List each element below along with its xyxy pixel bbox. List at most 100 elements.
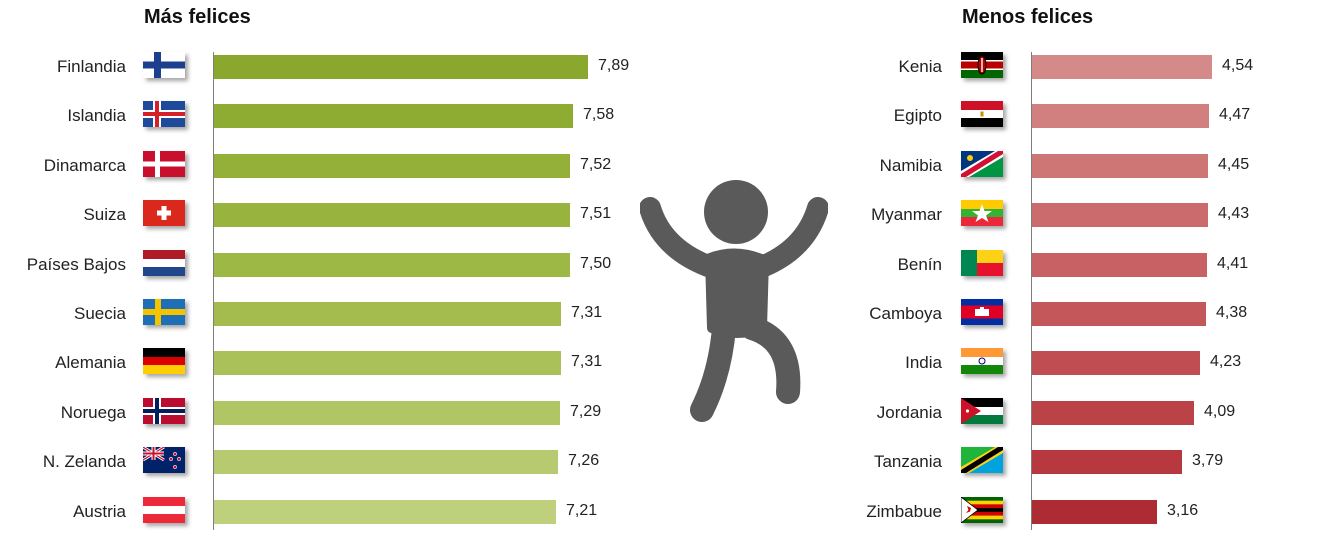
bar-camboya xyxy=(1032,302,1206,326)
flag-kenya-icon xyxy=(961,52,1003,78)
category-label-myanmar: Myanmar xyxy=(871,205,942,225)
value-label-alemania: 7,31 xyxy=(571,353,603,371)
bar-row-zimbabue: Zimbabue 3,16 xyxy=(0,492,1336,532)
bar-row-islandia: Islandia 7,58 xyxy=(0,96,1336,136)
bar-row-alemania: Alemania 7,31 xyxy=(0,343,1336,383)
most-happy-axis xyxy=(213,52,214,530)
bar-row-benin: Benín 4,41 xyxy=(0,245,1336,285)
value-label-india: 4,23 xyxy=(1210,353,1242,371)
bar-tanzania xyxy=(1032,450,1182,475)
flag-norway-icon xyxy=(143,397,185,424)
bar-row-jordania: Jordania 4,09 xyxy=(0,393,1336,433)
least-happy-axis xyxy=(1031,52,1032,530)
category-label-austria: Austria xyxy=(73,501,126,521)
bar-india xyxy=(1032,351,1200,376)
bar-kenia xyxy=(1032,55,1212,79)
value-label-zimbabue: 3,16 xyxy=(1167,501,1199,519)
flag-finland-icon xyxy=(143,52,185,78)
category-label-alemania: Alemania xyxy=(55,353,126,373)
value-label-suiza: 7,51 xyxy=(580,205,612,223)
bar-finlandia xyxy=(214,55,588,79)
bar-paises-bajos xyxy=(214,252,570,277)
flag-jordan-icon xyxy=(961,397,1003,424)
happy-person-icon xyxy=(640,180,828,422)
category-label-suecia: Suecia xyxy=(74,304,126,323)
flag-denmark-icon xyxy=(143,150,185,177)
bar-islandia xyxy=(214,104,573,129)
value-label-myanmar: 4,43 xyxy=(1218,205,1250,223)
category-label-camboya: Camboya xyxy=(869,304,942,323)
flag-namibia-icon xyxy=(961,150,1003,177)
bar-row-paises-bajos: Países Bajos 7,50 xyxy=(0,245,1336,285)
flag-myanmar-icon xyxy=(961,200,1003,227)
bar-benin xyxy=(1032,252,1207,277)
bar-row-egipto: Egipto 4,47 xyxy=(0,96,1336,136)
category-label-n-zelanda: N. Zelanda xyxy=(42,452,126,472)
category-label-dinamarca: Dinamarca xyxy=(43,155,126,175)
bar-jordania xyxy=(1032,400,1194,425)
flag-tanzania-icon xyxy=(961,447,1003,474)
value-label-kenia: 4,54 xyxy=(1222,57,1254,74)
category-label-kenia: Kenia xyxy=(898,57,942,76)
category-label-india: India xyxy=(905,353,942,373)
value-label-namibia: 4,45 xyxy=(1218,155,1250,173)
flag-iceland-icon xyxy=(143,101,185,128)
value-label-jordania: 4,09 xyxy=(1204,402,1236,420)
category-label-tanzania: Tanzania xyxy=(873,452,942,472)
category-label-finlandia: Finlandia xyxy=(57,57,126,76)
category-label-suiza: Suiza xyxy=(83,205,126,225)
bar-egipto xyxy=(1032,104,1209,129)
bar-noruega xyxy=(214,400,560,425)
panel-title-least-happy: Menos felices xyxy=(962,6,1094,28)
value-label-egipto: 4,47 xyxy=(1219,106,1251,124)
value-label-finlandia: 7,89 xyxy=(598,57,630,74)
bar-dinamarca xyxy=(214,153,570,178)
value-label-suecia: 7,31 xyxy=(571,304,603,321)
value-label-benin: 4,41 xyxy=(1217,254,1249,272)
category-label-namibia: Namibia xyxy=(879,155,942,175)
bar-row-suecia: Suecia 7,31 xyxy=(0,294,1336,334)
value-label-paises-bajos: 7,50 xyxy=(580,254,612,272)
bar-zimbabue xyxy=(1032,499,1157,524)
flag-india-icon xyxy=(961,348,1003,375)
flag-switzerland-icon xyxy=(143,200,185,227)
bar-row-tanzania: Tanzania 3,79 xyxy=(0,442,1336,482)
flag-zimbabwe-icon xyxy=(961,496,1003,523)
bar-row-finlandia: Finlandia 7,89 xyxy=(0,47,1336,87)
category-label-islandia: Islandia xyxy=(67,106,126,126)
bar-namibia xyxy=(1032,153,1208,178)
bar-row-namibia: Namibia 4,45 xyxy=(0,146,1336,186)
category-label-zimbabue: Zimbabue xyxy=(866,501,942,521)
bar-myanmar xyxy=(1032,203,1208,228)
bar-austria xyxy=(214,499,556,524)
category-label-noruega: Noruega xyxy=(60,402,126,422)
value-label-austria: 7,21 xyxy=(566,501,598,519)
flag-benin-icon xyxy=(961,249,1003,276)
flag-egypt-icon xyxy=(961,101,1003,128)
flag-austria-icon xyxy=(143,496,185,523)
bar-row-myanmar: Myanmar 4,43 xyxy=(0,195,1336,235)
value-label-noruega: 7,29 xyxy=(570,402,602,420)
category-label-benin: Benín xyxy=(897,254,942,274)
bar-row-camboya: Camboya 4,38 xyxy=(0,294,1336,334)
flag-sweden-icon xyxy=(143,299,185,325)
value-label-n-zelanda: 7,26 xyxy=(568,452,600,470)
bar-row-n-zelanda: N. Zelanda 7,26 xyxy=(0,442,1336,482)
bar-row-suiza: Suiza 7,51 xyxy=(0,195,1336,235)
panel-title-most-happy: Más felices xyxy=(144,6,251,28)
value-label-tanzania: 3,79 xyxy=(1192,452,1224,470)
flag-germany-icon xyxy=(143,348,185,375)
value-label-camboya: 4,38 xyxy=(1216,304,1248,321)
bar-row-india: India 4,23 xyxy=(0,343,1336,383)
category-label-egipto: Egipto xyxy=(893,106,942,126)
bar-suiza xyxy=(214,203,570,228)
bar-row-austria: Austria 7,21 xyxy=(0,492,1336,532)
bar-row-noruega: Noruega 7,29 xyxy=(0,393,1336,433)
category-label-paises-bajos: Países Bajos xyxy=(26,254,126,274)
bar-row-kenia: Kenia 4,54 xyxy=(0,47,1336,87)
flag-cambodia-icon xyxy=(961,299,1003,325)
category-label-jordania: Jordania xyxy=(876,402,942,422)
flag-new-zealand-icon xyxy=(143,447,185,474)
value-label-islandia: 7,58 xyxy=(583,106,615,124)
bar-row-dinamarca: Dinamarca 7,52 xyxy=(0,146,1336,186)
